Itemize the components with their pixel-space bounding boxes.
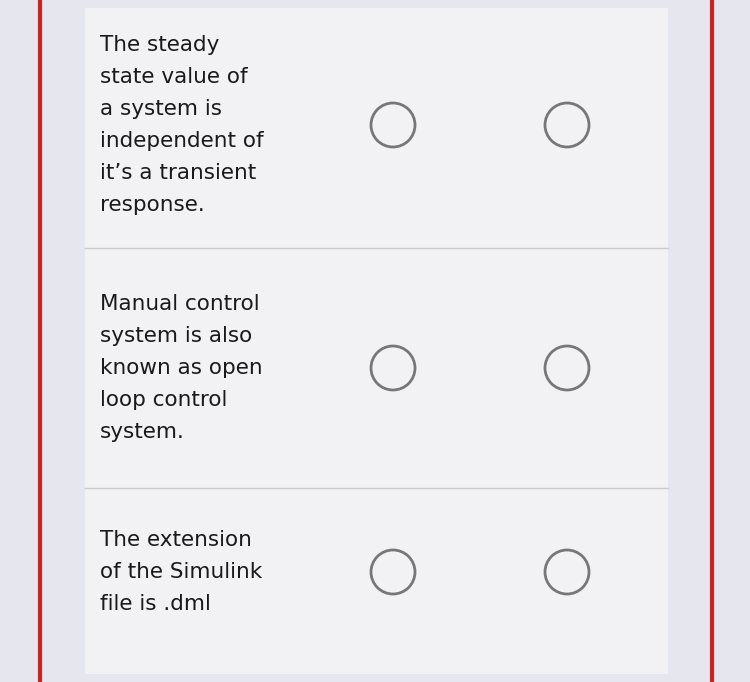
Text: The extension
of the Simulink
file is .dml: The extension of the Simulink file is .d…: [100, 530, 262, 614]
Bar: [85, 8, 668, 674]
Text: Manual control
system is also
known as open
loop control
system.: Manual control system is also known as o…: [100, 294, 262, 442]
Text: The steady
state value of
a system is
independent of
it’s a transient
response.: The steady state value of a system is in…: [100, 35, 264, 215]
